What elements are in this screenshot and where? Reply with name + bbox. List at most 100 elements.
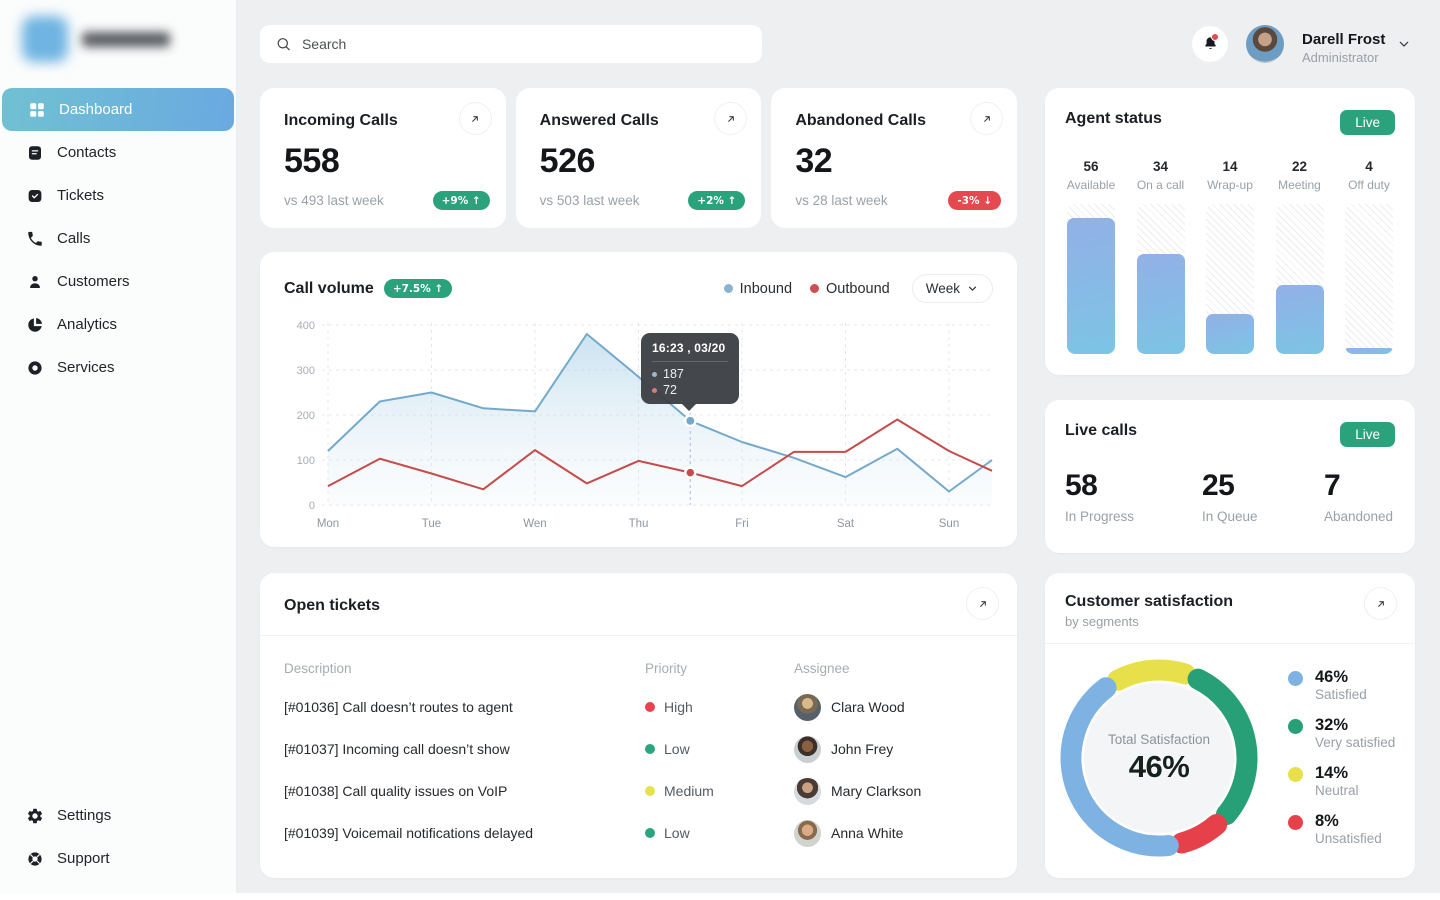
sidebar-item-label: Settings xyxy=(57,807,112,824)
sidebar-item-services[interactable]: Services xyxy=(0,346,236,389)
life-ring-icon xyxy=(28,851,42,866)
sidebar-item-customers[interactable]: Customers xyxy=(0,260,236,303)
satisfaction-donut-chart xyxy=(1060,659,1258,857)
sidebar-item-label: Tickets xyxy=(57,187,104,204)
tooltip-outbound-dot xyxy=(652,387,657,393)
svg-text:Mon: Mon xyxy=(317,518,339,530)
legend-label: Unsatisfied xyxy=(1315,830,1382,846)
live-stat-label: In Queue xyxy=(1202,509,1258,524)
arrow-up-right-icon xyxy=(979,600,986,607)
agent-status-chart: 56 Available 34 On a call 14 Wrap-up 22 … xyxy=(1065,159,1395,354)
sidebar-item-settings[interactable]: Settings xyxy=(0,794,236,837)
table-row[interactable]: [#01039] Voicemail notifications delayed… xyxy=(284,812,993,854)
sidebar-item-label: Customers xyxy=(57,273,130,290)
agent-bar xyxy=(1275,285,1324,354)
legend-inbound[interactable]: Inbound xyxy=(723,281,792,297)
table-row[interactable]: [#01037] Incoming call doesn’t show Low … xyxy=(284,728,993,770)
live-stat-label: In Progress xyxy=(1065,509,1135,524)
inbound-dot-icon xyxy=(723,284,733,293)
user-role: Administrator xyxy=(1302,49,1379,65)
stat-card-answered-calls: Answered Calls 526 vs 503 last week +2% … xyxy=(515,88,762,228)
agent-count: 56 xyxy=(1083,159,1099,174)
agent-state-label: On a call xyxy=(1136,178,1185,192)
search-bar xyxy=(260,25,762,63)
gear-icon xyxy=(27,808,43,823)
user-menu[interactable]: Darell Frost Administrator xyxy=(1302,31,1385,66)
svg-text:Wen: Wen xyxy=(523,518,546,530)
donut-center-value: 46% xyxy=(1128,748,1190,784)
sidebar-item-dashboard[interactable]: Dashboard xyxy=(2,88,234,131)
svg-text:100: 100 xyxy=(297,455,315,467)
tooltip-outbound-value: 72 xyxy=(663,383,677,397)
legend-pct: 14% xyxy=(1315,763,1349,782)
legend-outbound[interactable]: Outbound xyxy=(810,281,890,297)
search-input[interactable] xyxy=(301,36,747,52)
sidebar-footer: Settings Support xyxy=(0,794,236,880)
legend-label: Very satisfied xyxy=(1315,734,1396,750)
legend-pct: 32% xyxy=(1315,715,1349,734)
stat-cards-row: Incoming Calls 558 vs 493 last week +9% … xyxy=(260,88,1018,228)
agent-bar xyxy=(1206,313,1254,354)
arrow-up-right-icon xyxy=(983,115,990,122)
user-menu-chevron[interactable] xyxy=(1396,36,1412,52)
customer-satisfaction-expand-button[interactable] xyxy=(1364,587,1397,620)
open-answered-calls-button[interactable] xyxy=(714,102,748,135)
sidebar-item-support[interactable]: Support xyxy=(0,837,236,880)
sidebar-item-analytics[interactable]: Analytics xyxy=(0,303,236,346)
brand-logo-text xyxy=(82,31,170,47)
chart-tooltip: 16:23 , 03/20 187 72 xyxy=(641,333,739,411)
live-stat: 7 Abandoned xyxy=(1324,469,1395,524)
live-stat-label: Abandoned xyxy=(1324,509,1394,524)
open-tickets-title: Open tickets xyxy=(284,597,381,614)
table-row[interactable]: [#01038] Call quality issues on VoIP Med… xyxy=(284,770,993,812)
priority-label: Medium xyxy=(664,783,714,799)
legend-pct: 8% xyxy=(1315,811,1339,830)
open-abandoned-calls-button[interactable] xyxy=(970,102,1004,135)
user-name: Darell Frost xyxy=(1302,31,1386,48)
priority-dot xyxy=(645,744,655,754)
range-selector[interactable]: Week xyxy=(911,274,993,303)
assignee-name: Clara Wood xyxy=(831,699,905,715)
open-tickets-expand-button[interactable] xyxy=(966,587,999,620)
user-avatar[interactable] xyxy=(1246,25,1284,63)
agent-bar xyxy=(1067,217,1115,354)
sidebar-item-calls[interactable]: Calls xyxy=(0,217,236,260)
call-volume-trend-badge: +7.5% ↑ xyxy=(383,279,453,298)
live-stat: 58 In Progress xyxy=(1065,469,1202,524)
sidebar-item-label: Analytics xyxy=(57,316,118,333)
agent-state-label: Wrap-up xyxy=(1207,178,1253,192)
legend-pct: 46% xyxy=(1315,668,1349,686)
call-volume-legend: Inbound Outbound xyxy=(723,281,890,297)
tooltip-timestamp: 16:23 , 03/20 xyxy=(652,341,726,355)
notifications-button[interactable] xyxy=(1192,26,1228,62)
agent-status-column: 34 On a call xyxy=(1136,159,1185,354)
open-tickets-card: Open tickets Description Priority Assign… xyxy=(260,573,1017,878)
sidebar-item-label: Support xyxy=(57,850,110,867)
stat-card-title: Incoming Calls xyxy=(284,112,398,129)
chevron-down-icon xyxy=(1399,41,1409,47)
priority-dot xyxy=(645,828,655,838)
sidebar: Dashboard Contacts Tickets Calls Custome… xyxy=(0,0,237,900)
priority-dot xyxy=(645,786,655,796)
legend-item-neutral: 14% Neutral xyxy=(1288,764,1395,798)
open-incoming-calls-button[interactable] xyxy=(458,102,492,135)
legend-label: Satisfied xyxy=(1315,686,1367,702)
agent-state-label: Meeting xyxy=(1278,178,1321,192)
stat-card-value: 558 xyxy=(284,142,340,180)
stat-card-compare: vs 28 last week xyxy=(795,193,888,208)
stat-card-value: 526 xyxy=(539,142,596,180)
live-stat-value: 25 xyxy=(1202,469,1235,502)
sidebar-item-contacts[interactable]: Contacts xyxy=(0,131,236,174)
unsatisfied-dot-icon xyxy=(1288,814,1303,830)
sidebar-item-tickets[interactable]: Tickets xyxy=(0,174,236,217)
assignee-name: John Frey xyxy=(831,741,894,757)
sidebar-nav: Dashboard Contacts Tickets Calls Custome… xyxy=(0,88,236,389)
agent-state-label: Off duty xyxy=(1348,178,1390,192)
trend-badge: +2% ↑ xyxy=(688,191,746,210)
customer-satisfaction-subtitle: by segments xyxy=(1065,614,1139,629)
notification-badge xyxy=(1211,33,1219,41)
table-row[interactable]: [#01036] Call doesn’t routes to agent Hi… xyxy=(284,686,993,728)
stat-card-abandoned-calls: Abandoned Calls 32 vs 28 last week -3% ↓ xyxy=(771,88,1018,228)
column-description: Description xyxy=(284,660,352,676)
